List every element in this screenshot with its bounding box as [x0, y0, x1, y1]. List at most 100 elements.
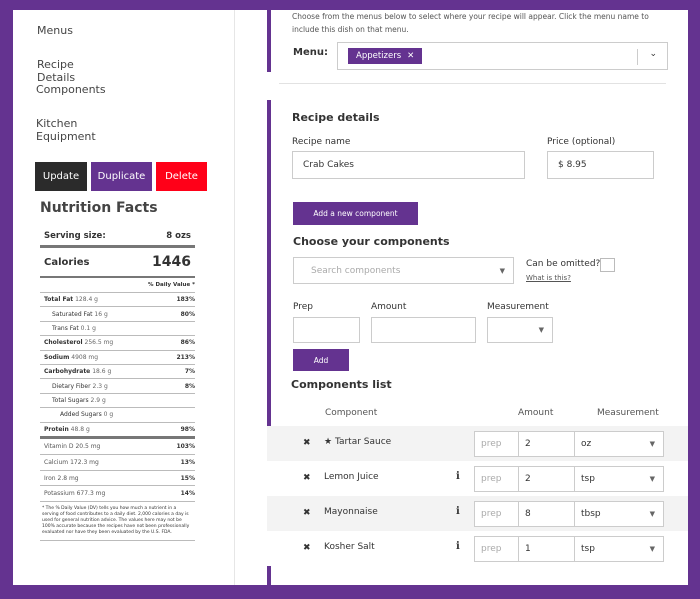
divider [637, 49, 638, 65]
caret-down-icon: ▼ [649, 440, 655, 448]
menu-label: Menu: [293, 47, 328, 58]
component-name: Kosher Salt [324, 542, 375, 552]
vitamin-row: Potassium 677.3 mg 14% [40, 485, 195, 501]
remove-icon[interactable]: ✖ [303, 438, 311, 448]
add-component-button[interactable]: Add a new component [293, 202, 418, 225]
add-button[interactable]: Add [293, 349, 349, 371]
price-input[interactable]: $ 8.95 [547, 151, 654, 179]
remove-icon[interactable]: ✖ [303, 543, 311, 553]
component-row: ✖ ★ Tartar Sauce prep 2 oz ▼ [267, 426, 688, 461]
omit-checkbox[interactable] [600, 258, 615, 272]
unit-select[interactable]: tsp ▼ [574, 536, 664, 562]
nutrient-dv: 80% [180, 310, 195, 318]
component-name: Mayonnaise [324, 507, 378, 517]
info-icon[interactable]: i [456, 471, 460, 482]
recipe-name-label: Recipe name [292, 137, 351, 147]
vitamin-name: Iron [44, 474, 56, 482]
prep-input[interactable]: prep [474, 501, 519, 527]
nutrient-amount: 0.1 g [80, 324, 96, 332]
unit-select[interactable]: tbsp ▼ [574, 501, 664, 527]
nutrient-amount: 0 g [103, 411, 114, 419]
serving-label: Serving size: [44, 230, 106, 241]
recipe-name-input[interactable]: Crab Cakes [292, 151, 525, 179]
nutrient-row: Total Fat 128.4 g 183% [40, 292, 195, 306]
daily-value-header: % Daily Value * [148, 282, 195, 288]
nutrient-dv: 86% [180, 339, 195, 347]
amount-input[interactable]: 1 [518, 536, 575, 562]
update-button[interactable]: Update [35, 162, 87, 191]
nutrient-amount: 48.8 g [70, 425, 90, 433]
vitamin-dv: 103% [176, 443, 195, 451]
recipe-details-heading: Recipe details [292, 111, 380, 124]
prep-input[interactable]: prep [474, 466, 519, 492]
vitamin-amount: 677.3 mg [76, 490, 106, 498]
nutrient-row: Carbohydrate 18.6 g 7% [40, 363, 195, 378]
section-accent-bar [267, 10, 271, 72]
remove-tag-icon[interactable]: ✕ [407, 51, 415, 61]
prep-input[interactable]: prep [474, 431, 519, 457]
vitamin-dv: 13% [180, 459, 195, 467]
nutrient-amount: 2.3 g [92, 382, 108, 390]
search-components-input[interactable]: Search components ▼ [293, 257, 514, 284]
caret-down-icon: ▼ [538, 326, 544, 334]
serving-value: 8 ozs [166, 230, 191, 241]
nutrient-row: Added Sugars 0 g [40, 407, 195, 421]
chevron-down-icon[interactable]: ⌄ [649, 49, 657, 59]
component-row: ✖ Kosher Salt i prep 1 tsp ▼ [267, 531, 688, 566]
amount-input[interactable] [371, 317, 476, 343]
unit-value: tsp [581, 474, 595, 484]
info-icon[interactable]: i [456, 541, 460, 552]
nutrient-row: Cholesterol 256.5 mg 86% [40, 335, 195, 349]
search-placeholder: Search components [311, 265, 401, 276]
vitamin-row: Vitamin D 20.5 mg 103% [40, 439, 195, 455]
unit-select[interactable]: tsp ▼ [574, 466, 664, 492]
nutrient-dv: 183% [176, 296, 195, 304]
nutrient-rows: Total Fat 128.4 g 183% Saturated Fat 16 g 8… [40, 292, 195, 436]
measurement-select[interactable]: ▼ [487, 317, 553, 343]
choose-components-heading: Choose your components [293, 235, 450, 248]
nutrient-dv: 8% [184, 382, 195, 390]
prep-input[interactable] [293, 317, 360, 343]
calories-row: Calories 1446 [40, 248, 195, 278]
component-name: Lemon Juice [324, 472, 379, 482]
nav-item-menus[interactable]: Menus [37, 24, 73, 37]
delete-button[interactable]: Delete [156, 162, 207, 191]
col-measurement: Measurement [597, 408, 659, 418]
prep-input[interactable]: prep [474, 536, 519, 562]
calories-label: Calories [44, 256, 90, 268]
prep-label: Prep [293, 302, 314, 312]
amount-input[interactable]: 2 [518, 466, 575, 492]
duplicate-button[interactable]: Duplicate [91, 162, 152, 191]
nav-item-kitchen-equipment[interactable]: Kitchen Equipment [36, 117, 96, 143]
nutrient-amount: 2.9 g [90, 396, 106, 404]
what-is-this-link[interactable]: What is this? [526, 274, 571, 282]
col-amount: Amount [518, 408, 554, 418]
nav-item-recipe-details[interactable]: Recipe Details [37, 58, 76, 84]
nutrient-name: Cholesterol [44, 339, 83, 347]
caret-down-icon: ▼ [649, 510, 655, 518]
menu-tag-label: Appetizers [356, 51, 402, 61]
unit-select[interactable]: oz ▼ [574, 431, 664, 457]
amount-input[interactable]: 8 [518, 501, 575, 527]
nutrient-amount: 128.4 g [75, 296, 98, 304]
amount-input[interactable]: 2 [518, 431, 575, 457]
menu-select[interactable]: Appetizers ✕ ⌄ [337, 42, 668, 70]
vitamin-amount: 2.8 mg [57, 474, 79, 482]
nutrient-name: Total Fat [44, 296, 74, 304]
nav-item-components[interactable]: Components [36, 83, 106, 96]
component-row: ✖ Lemon Juice i prep 2 tsp ▼ [267, 461, 688, 496]
vitamin-amount: 20.5 mg [75, 443, 101, 451]
divider [279, 83, 666, 84]
remove-icon[interactable]: ✖ [303, 473, 311, 483]
nutrient-name: Dietary Fiber [52, 382, 91, 390]
vitamin-name: Calcium [44, 459, 69, 467]
amount-label: Amount [371, 302, 407, 312]
nutrient-row: Trans Fat 0.1 g [40, 320, 195, 335]
info-icon[interactable]: i [456, 506, 460, 517]
nutrient-amount: 4908 mg [71, 353, 99, 361]
remove-icon[interactable]: ✖ [303, 508, 311, 518]
vitamin-amount: 172.3 mg [70, 459, 99, 467]
star-icon: ★ [324, 437, 335, 447]
caret-down-icon: ▼ [649, 545, 655, 553]
nutrient-row: Saturated Fat 16 g 80% [40, 306, 195, 320]
